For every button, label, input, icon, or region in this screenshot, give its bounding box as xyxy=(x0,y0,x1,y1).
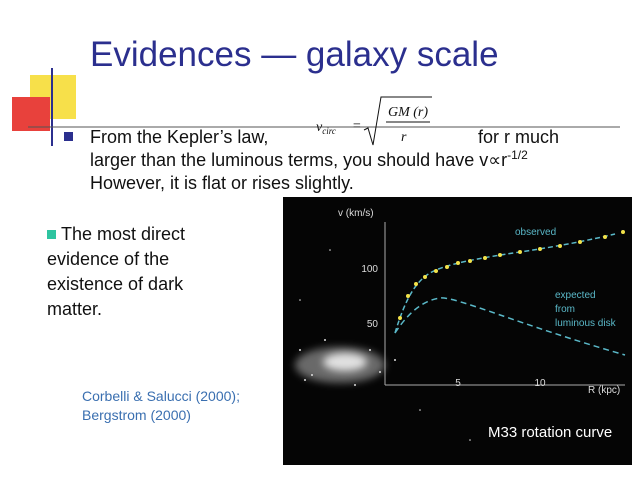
formula-v: v xyxy=(316,120,323,135)
citation: Bergstrom (2000) xyxy=(82,407,191,423)
y-tick-label: 50 xyxy=(367,319,379,330)
note-text: matter. xyxy=(47,299,102,319)
bullet-text: larger than the luminous terms, you shou… xyxy=(90,150,507,170)
observed-label: observed xyxy=(515,227,556,238)
figure: v (km/s) 100 50 5 10 R (kpc) observed ex… xyxy=(283,197,632,465)
figure-bg xyxy=(283,197,632,465)
expected-curve xyxy=(394,297,626,356)
formula-eq: = xyxy=(352,119,361,134)
figure-caption: M33 rotation curve xyxy=(488,424,612,441)
superscript: -1/2 xyxy=(507,148,528,162)
note-text: evidence of the xyxy=(47,249,169,269)
y-tick-label: 100 xyxy=(361,264,378,275)
formula-numerator: GM (r) xyxy=(388,105,428,120)
galaxy-core xyxy=(323,353,367,371)
x-tick-label: 5 xyxy=(455,378,461,389)
bullet-text: for r much xyxy=(478,127,559,147)
expected-label: luminous disk xyxy=(555,318,617,329)
x-tick-label: 10 xyxy=(534,378,546,389)
note-text: The most direct xyxy=(61,224,185,244)
bullet-marker xyxy=(64,132,73,141)
x-axis-label: R (kpc) xyxy=(588,385,620,396)
bullet-text: However, it is flat or rises slightly. xyxy=(90,173,354,193)
sqrt-sign xyxy=(363,96,432,146)
note-marker xyxy=(47,230,56,239)
y-axis-label: v (km/s) xyxy=(338,208,374,219)
title: Evidences — galaxy scale xyxy=(90,35,499,74)
formula-denominator: r xyxy=(401,130,407,145)
expected-label: expected xyxy=(555,290,596,301)
formula: vcirc = GM (r) r xyxy=(316,96,432,146)
formula-lhs: vcirc xyxy=(316,120,336,136)
bullet-text: From the Kepler’s law, xyxy=(90,127,268,147)
expected-label: from xyxy=(555,304,575,315)
observed-points xyxy=(398,230,625,320)
citation: Corbelli & Salucci (2000); xyxy=(82,388,240,404)
stars xyxy=(299,249,471,441)
deco-red xyxy=(12,97,50,131)
bullet-text: larger than the luminous terms, you shou… xyxy=(90,148,528,170)
note-text: existence of dark xyxy=(47,274,184,294)
formula-sub: circ xyxy=(322,126,336,136)
